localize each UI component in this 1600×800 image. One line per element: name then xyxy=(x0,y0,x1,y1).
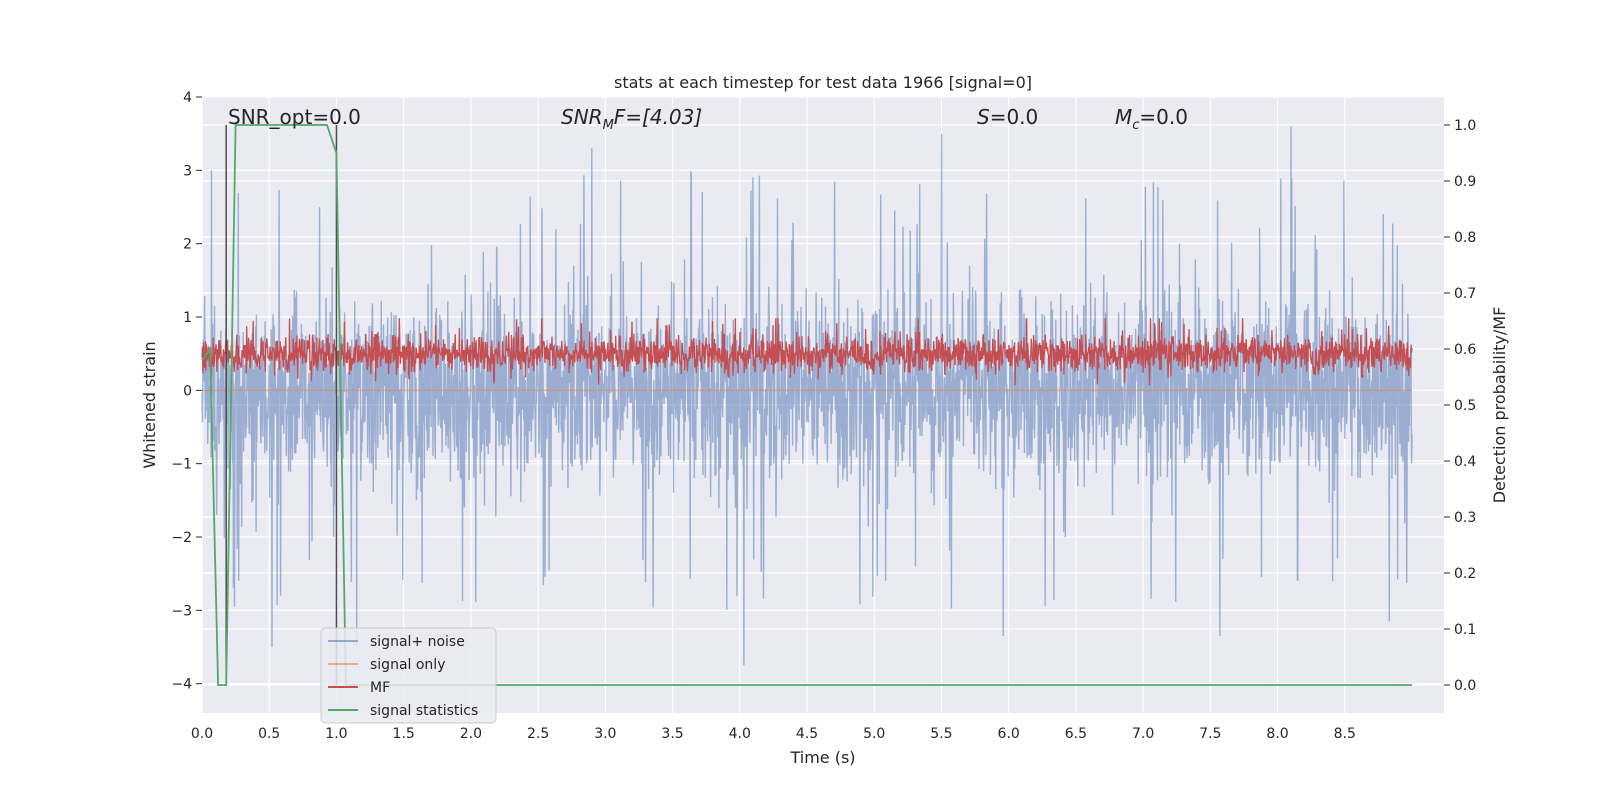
x-tick-label: 8.5 xyxy=(1334,726,1356,742)
vertical-marker-lines xyxy=(225,125,338,685)
legend-box xyxy=(320,627,497,724)
y2-tick-label: 0.8 xyxy=(1454,230,1476,246)
x-tick-label: 4.5 xyxy=(796,726,818,742)
x-tick-label: 5.0 xyxy=(863,726,885,742)
x-tick-label: 1.5 xyxy=(393,726,415,742)
y-tick-label: −1 xyxy=(171,457,192,473)
y2-axis-ticks: 0.0 0.1 0.2 0.3 0.4 0.5 0.6 0.7 0.8 0.9 1.0 xyxy=(1444,118,1476,694)
x-tick-label: 1.0 xyxy=(325,726,347,742)
y-tick-label: 0 xyxy=(183,383,192,399)
chart-title: stats at each timestep for test data 196… xyxy=(614,73,1032,92)
signal-plus-noise-line xyxy=(201,126,1413,666)
y-tick-label: 1 xyxy=(183,310,192,326)
x-tick-label: 2.5 xyxy=(527,726,549,742)
legend: signal+ noise signal only MF signal stat… xyxy=(320,627,497,724)
y2-tick-label: 0.7 xyxy=(1454,286,1476,302)
mf-series xyxy=(201,318,1413,386)
y2-tick-label: 0.5 xyxy=(1454,398,1476,414)
y2-tick-label: 0.9 xyxy=(1454,174,1476,190)
annotation-snr-opt: SNR_opt=0.0 xyxy=(228,105,361,129)
y-tick-label: −3 xyxy=(171,603,192,619)
y2-tick-label: 0.6 xyxy=(1454,342,1476,358)
x-tick-label: 7.5 xyxy=(1199,726,1221,742)
x-tick-label: 4.0 xyxy=(729,726,751,742)
x-tick-label: 2.0 xyxy=(460,726,482,742)
left-horizontal-gridlines xyxy=(202,96,1444,685)
y2-tick-label: 1.0 xyxy=(1454,118,1476,134)
x-tick-label: 8.0 xyxy=(1266,726,1288,742)
x-tick-label: 5.5 xyxy=(930,726,952,742)
y-axis-title: Whitened strain xyxy=(140,341,159,468)
y-tick-label: −4 xyxy=(171,677,192,693)
x-tick-label: 7.0 xyxy=(1132,726,1154,742)
y2-tick-label: 0.1 xyxy=(1454,622,1476,638)
y2-tick-label: 0.0 xyxy=(1454,678,1476,694)
y-tick-label: 3 xyxy=(183,163,192,179)
y2-tick-label: 0.3 xyxy=(1454,510,1476,526)
x-tick-label: 6.0 xyxy=(998,726,1020,742)
mf-line xyxy=(201,318,1413,386)
annotation-s: S=0.0 xyxy=(977,105,1038,129)
legend-label-signal-noise: signal+ noise xyxy=(370,634,465,650)
y2-tick-label: 0.2 xyxy=(1454,566,1476,582)
signal-plus-noise-series xyxy=(201,126,1413,666)
y-tick-label: −2 xyxy=(171,530,192,546)
x-axis-title: Time (s) xyxy=(789,748,855,767)
legend-label-signal-only: signal only xyxy=(370,657,445,673)
legend-label-signal-statistics: signal statistics xyxy=(370,703,478,719)
y2-tick-label: 0.4 xyxy=(1454,454,1476,470)
legend-label-mf: MF xyxy=(370,680,390,696)
x-tick-label: 0.5 xyxy=(258,726,280,742)
x-tick-label: 6.5 xyxy=(1065,726,1087,742)
x-tick-label: 0.0 xyxy=(191,726,213,742)
y-tick-label: 2 xyxy=(183,237,192,253)
annotation-snr-mf: SNRMF=[4.03] xyxy=(561,105,702,133)
x-axis-ticks: 0.0 0.5 1.0 1.5 2.0 2.5 3.0 3.5 4.0 4.5 5.0 5.5 6.0 6… xyxy=(191,726,1356,742)
x-tick-label: 3.0 xyxy=(594,726,616,742)
y-axis-ticks: −4 −3 −2 −1 0 1 2 3 4 xyxy=(171,90,202,693)
annotation-mc: Mc=0.0 xyxy=(1115,105,1188,133)
y-tick-label: 4 xyxy=(183,90,192,106)
x-tick-label: 3.5 xyxy=(661,726,683,742)
y2-axis-title: Detection probability/MF xyxy=(1490,307,1509,504)
